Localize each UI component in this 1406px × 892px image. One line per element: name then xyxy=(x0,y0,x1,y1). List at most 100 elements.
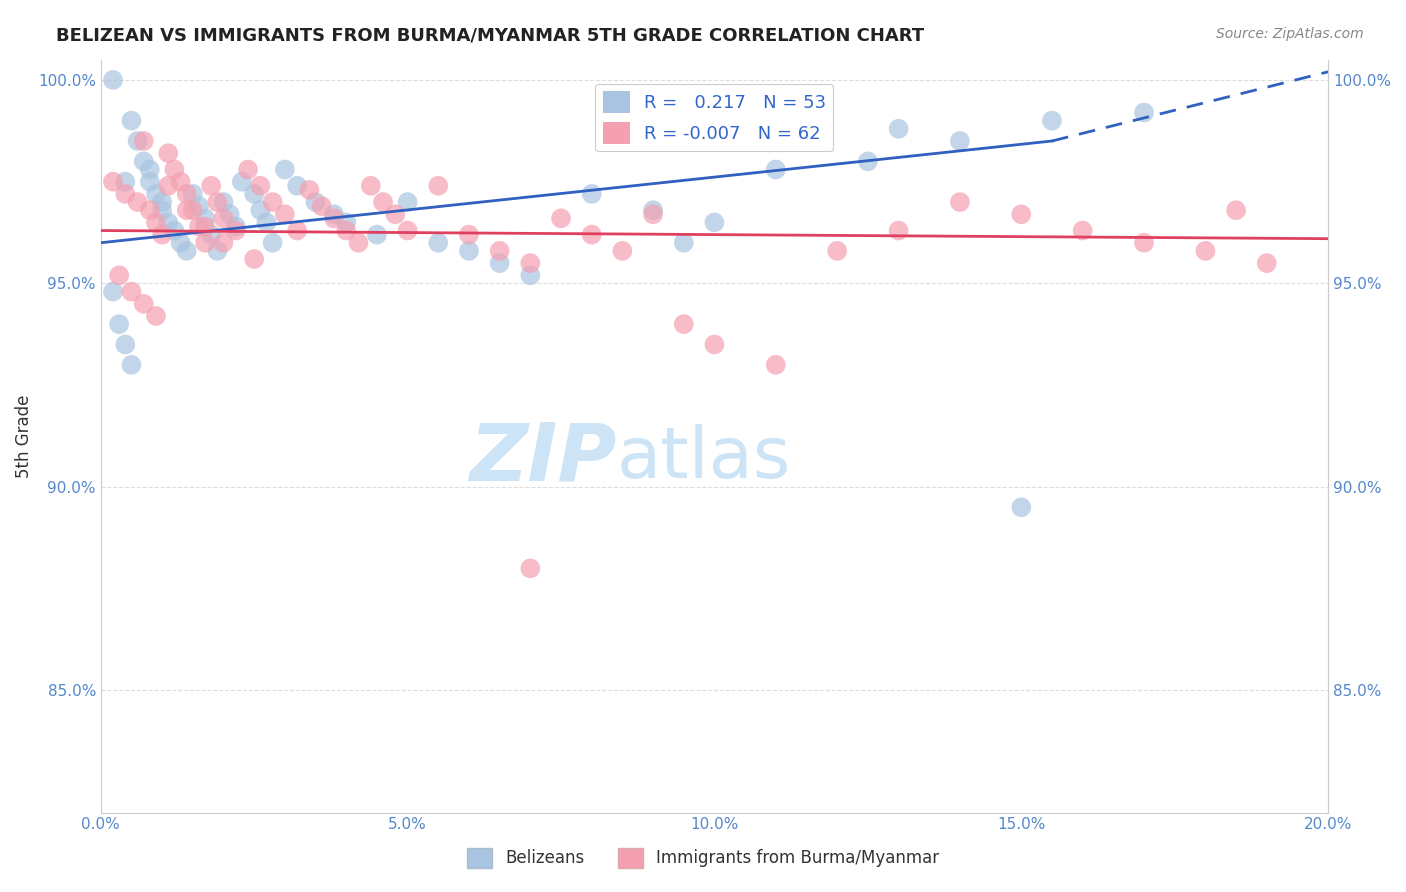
Point xyxy=(274,207,297,221)
Point xyxy=(641,207,664,221)
Point xyxy=(1225,203,1247,218)
Point xyxy=(335,215,357,229)
Point xyxy=(672,317,695,331)
Point xyxy=(120,113,142,128)
Point xyxy=(139,203,162,218)
Point xyxy=(488,256,510,270)
Point xyxy=(169,235,191,250)
Point xyxy=(1133,235,1156,250)
Legend: R =   0.217   N = 53, R = -0.007   N = 62: R = 0.217 N = 53, R = -0.007 N = 62 xyxy=(595,84,834,152)
Point xyxy=(176,244,198,258)
Y-axis label: 5th Grade: 5th Grade xyxy=(15,394,32,478)
Point xyxy=(157,178,180,193)
Point xyxy=(274,162,297,177)
Point xyxy=(163,162,186,177)
Point xyxy=(207,195,229,210)
Point xyxy=(150,195,173,210)
Text: Source: ZipAtlas.com: Source: ZipAtlas.com xyxy=(1216,27,1364,41)
Point xyxy=(139,175,162,189)
Point xyxy=(427,178,450,193)
Point xyxy=(187,199,209,213)
Text: BELIZEAN VS IMMIGRANTS FROM BURMA/MYANMAR 5TH GRADE CORRELATION CHART: BELIZEAN VS IMMIGRANTS FROM BURMA/MYANMA… xyxy=(56,27,924,45)
Point xyxy=(127,195,149,210)
Text: atlas: atlas xyxy=(616,425,790,493)
Point xyxy=(581,227,603,242)
Point xyxy=(262,195,284,210)
Point xyxy=(396,223,419,237)
Point xyxy=(949,134,972,148)
Point xyxy=(108,268,131,283)
Point xyxy=(114,186,136,201)
Point xyxy=(458,227,481,242)
Point xyxy=(298,183,321,197)
Point xyxy=(176,203,198,218)
Point xyxy=(181,186,204,201)
Point xyxy=(181,203,204,218)
Point xyxy=(114,175,136,189)
Point xyxy=(194,211,217,226)
Point xyxy=(285,223,308,237)
Point xyxy=(887,121,910,136)
Point xyxy=(825,244,848,258)
Point xyxy=(169,175,191,189)
Point xyxy=(194,235,217,250)
Point xyxy=(366,227,388,242)
Point xyxy=(212,211,235,226)
Point xyxy=(703,337,725,351)
Point xyxy=(243,186,266,201)
Point xyxy=(856,154,879,169)
Point xyxy=(139,162,162,177)
Point xyxy=(212,195,235,210)
Point xyxy=(132,297,155,311)
Point xyxy=(765,358,787,372)
Point xyxy=(519,256,541,270)
Point xyxy=(1010,500,1032,515)
Point xyxy=(108,317,131,331)
Point xyxy=(157,146,180,161)
Point xyxy=(458,244,481,258)
Point xyxy=(120,358,142,372)
Point xyxy=(949,195,972,210)
Point xyxy=(360,178,382,193)
Point xyxy=(163,223,186,237)
Point xyxy=(145,186,167,201)
Point xyxy=(1071,223,1094,237)
Point xyxy=(132,154,155,169)
Point xyxy=(200,227,222,242)
Point xyxy=(641,203,664,218)
Point xyxy=(120,285,142,299)
Point xyxy=(114,337,136,351)
Point xyxy=(150,203,173,218)
Point xyxy=(176,186,198,201)
Point xyxy=(101,285,124,299)
Point xyxy=(311,199,333,213)
Point xyxy=(304,195,326,210)
Point xyxy=(1194,244,1216,258)
Point xyxy=(1040,113,1063,128)
Point xyxy=(249,203,271,218)
Point xyxy=(262,235,284,250)
Point xyxy=(249,178,271,193)
Point xyxy=(703,215,725,229)
Point xyxy=(1010,207,1032,221)
Point xyxy=(243,252,266,266)
Point xyxy=(384,207,406,221)
Point xyxy=(488,244,510,258)
Point xyxy=(323,207,346,221)
Point xyxy=(101,175,124,189)
Point xyxy=(225,223,247,237)
Point xyxy=(550,211,572,226)
Point xyxy=(765,162,787,177)
Point xyxy=(194,219,217,234)
Point xyxy=(285,178,308,193)
Point xyxy=(1256,256,1278,270)
Point xyxy=(335,223,357,237)
Point xyxy=(145,215,167,229)
Point xyxy=(101,73,124,87)
Point xyxy=(150,227,173,242)
Point xyxy=(396,195,419,210)
Point xyxy=(581,186,603,201)
Point xyxy=(157,215,180,229)
Point xyxy=(347,235,370,250)
Point xyxy=(236,162,259,177)
